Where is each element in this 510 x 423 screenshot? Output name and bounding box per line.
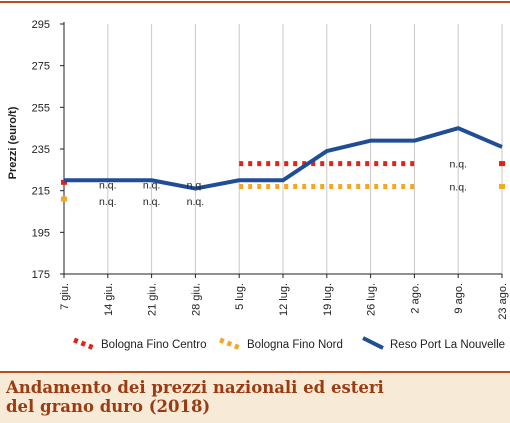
- y-tick-label: 235: [32, 144, 50, 156]
- chart-title-line-1: Andamento dei prezzi nazionali ed esteri: [6, 378, 384, 397]
- y-tick-label: 195: [32, 227, 50, 239]
- legend-swatch-bologna-fino-nord: [219, 337, 241, 351]
- x-tick-label: 19 lug.: [322, 283, 334, 316]
- annotations: n.q. n.q. n.q. n.q. n.q. n.q. n.q. n.q.: [99, 159, 467, 209]
- nq-annotation: n.q.: [99, 196, 117, 208]
- legend-label-bologna-fino-centro: Bologna Fino Centro: [101, 339, 206, 351]
- nq-annotation: n.q.: [449, 159, 467, 171]
- legend-label-reso-port-la-nouvelle: Reso Port La Nouvelle: [390, 339, 505, 351]
- y-axis-title: Prezzi (euro/t): [7, 106, 19, 179]
- legend-swatch-bologna-fino-centro: [73, 337, 95, 351]
- y-tick-label: 215: [32, 186, 50, 198]
- legend-label-bologna-fino-nord: Bologna Fino Nord: [247, 339, 343, 351]
- axes: 175 195 215 235 255 275 295 7 giu. 14 giu. 21 giu…: [32, 19, 509, 320]
- nq-annotation: n.q.: [99, 179, 117, 191]
- legend: Bologna Fino Centro Bologna Fino Nord Reso…: [73, 336, 505, 351]
- y-tick-label: 175: [32, 269, 50, 281]
- caption-box: Andamento dei prezzi nazionali ed esteri…: [0, 371, 510, 423]
- chart-title: Andamento dei prezzi nazionali ed esteri…: [6, 378, 476, 416]
- nq-annotation: n.q.: [187, 179, 205, 191]
- reso-port-la-nouvelle-line: [64, 126, 503, 191]
- legend-swatch-reso-port-la-nouvelle: [362, 336, 384, 350]
- chart-canvas: 175 195 215 235 255 275 295 7 giu. 14 giu. 21 giu…: [0, 1, 510, 371]
- x-tick-label: 7 giu.: [59, 283, 71, 310]
- plot-border-top: [0, 1, 510, 371]
- series-lines: [61, 126, 505, 202]
- chart-title-line-2: del grano duro (2018): [6, 397, 211, 416]
- x-tick-label: 26 lug.: [366, 283, 378, 316]
- nq-annotation: n.q.: [449, 182, 467, 194]
- y-tick-label: 295: [32, 19, 50, 31]
- nq-annotation: n.q.: [143, 196, 161, 208]
- nq-annotation: n.q.: [143, 179, 161, 191]
- x-tick-label: 2 ago.: [409, 283, 421, 314]
- x-tick-label: 14 giu.: [103, 283, 115, 316]
- nq-annotation: n.q.: [187, 196, 205, 208]
- y-tick-label: 255: [32, 102, 50, 114]
- x-tick-label: 12 lug.: [278, 283, 290, 316]
- x-tick-label: 28 giu.: [190, 283, 202, 316]
- x-tick-label: 23 ago.: [497, 283, 509, 320]
- y-tick-label: 275: [32, 61, 50, 73]
- x-tick-label: 9 ago.: [453, 283, 465, 314]
- x-tick-label: 5 lug.: [234, 283, 246, 310]
- x-tick-label: 21 giu.: [147, 283, 159, 316]
